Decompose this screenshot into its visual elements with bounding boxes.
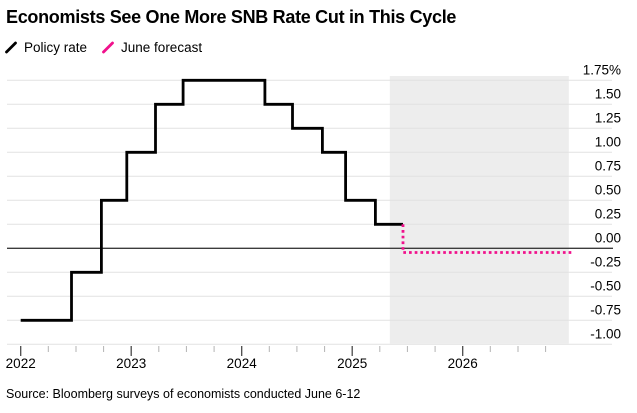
- x-axis-label: 2026: [448, 356, 478, 371]
- legend-item-june-forecast: June forecast: [101, 40, 202, 55]
- y-axis-label: 1.00: [595, 134, 621, 149]
- june-forecast-slash-icon: [102, 41, 114, 54]
- chart-title: Economists See One More SNB Rate Cut in …: [6, 7, 457, 27]
- y-axis-label: 1.50: [595, 86, 621, 101]
- y-axis-label: 1.25: [595, 110, 621, 125]
- y-axis-label: -0.75: [590, 302, 621, 317]
- legend-label-june-forecast: June forecast: [121, 40, 203, 55]
- x-axis-label: 2025: [337, 356, 367, 371]
- y-axis-label: -0.50: [590, 278, 621, 293]
- source-note: Source: Bloomberg surveys of economists …: [6, 387, 361, 401]
- y-axis-label: 0.50: [595, 182, 621, 197]
- legend-item-policy-rate: Policy rate: [4, 40, 87, 55]
- legend: Policy rate June forecast: [4, 40, 202, 55]
- policy-rate-line: [20, 78, 403, 322]
- y-axis-label: 0.00: [595, 230, 621, 245]
- x-axis-label: 2023: [116, 356, 146, 371]
- y-axis-label: 0.75: [595, 158, 621, 173]
- x-axis-label: 2022: [6, 356, 36, 371]
- y-axis-label: -0.25: [590, 254, 621, 269]
- y-axis-label: 1.75%: [583, 62, 621, 77]
- policy-rate-slash-icon: [5, 41, 17, 54]
- forecast-band: [389, 76, 569, 344]
- y-axis-label: -1.00: [590, 326, 621, 341]
- y-axis-label: 0.25: [595, 206, 621, 221]
- x-axis-label: 2024: [227, 356, 258, 371]
- legend-label-policy-rate: Policy rate: [24, 40, 88, 55]
